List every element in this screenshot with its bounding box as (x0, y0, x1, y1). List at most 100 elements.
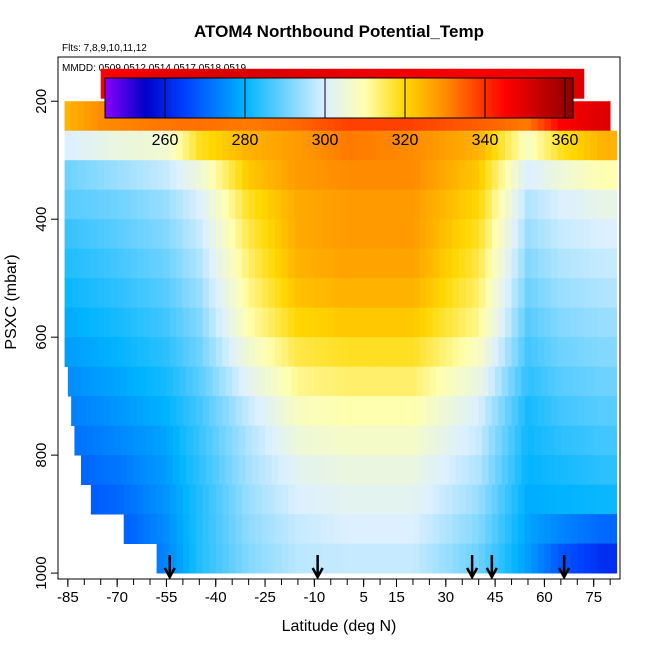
heatmap-cell (399, 514, 407, 545)
heatmap-cell (554, 366, 562, 397)
heatmap-cell (320, 543, 328, 574)
heatmap-cell (182, 484, 190, 515)
heatmap-cell (301, 396, 309, 427)
heatmap-cell (123, 248, 131, 279)
heatmap-cell (64, 189, 72, 220)
heatmap-cell (268, 130, 276, 161)
heatmap-cell (196, 484, 204, 515)
heatmap-cell (97, 278, 105, 309)
heatmap-cell (596, 543, 604, 574)
heatmap-cell (376, 425, 384, 456)
heatmap-cell (163, 307, 171, 338)
heatmap-cell (583, 130, 591, 161)
heatmap-cell (176, 396, 184, 427)
heatmap-cell (248, 130, 256, 161)
heatmap-cell (485, 130, 493, 161)
heatmap-cell (511, 189, 519, 220)
heatmap-cell (472, 189, 480, 220)
heatmap-cell (360, 130, 368, 161)
heatmap-cell (117, 160, 125, 191)
heatmap-cell (393, 543, 401, 574)
heatmap-cell (583, 248, 591, 279)
heatmap-cell (596, 219, 604, 250)
heatmap-cell (366, 278, 374, 309)
heatmap-cell (334, 396, 342, 427)
heatmap-cell (491, 278, 499, 309)
heatmap-cell (587, 455, 595, 486)
heatmap-cell (590, 101, 598, 132)
heatmap-cell (288, 278, 296, 309)
heatmap-cell (419, 278, 427, 309)
heatmap-cell (71, 189, 79, 220)
heatmap-cell (123, 337, 131, 368)
heatmap-cell (544, 337, 552, 368)
heatmap-cell (97, 337, 105, 368)
heatmap-cell (488, 455, 496, 486)
heatmap-cell (288, 543, 296, 574)
heatmap-cell (481, 366, 489, 397)
heatmap-cell (255, 484, 263, 515)
heatmap-cell (90, 130, 98, 161)
heatmap-cell (130, 484, 138, 515)
heatmap-cell (248, 337, 256, 368)
heatmap-cell (380, 219, 388, 250)
heatmap-cell (550, 130, 558, 161)
heatmap-cell (504, 337, 512, 368)
x-tick-label: 5 (359, 589, 367, 606)
heatmap-cell (557, 189, 565, 220)
heatmap-cell (235, 278, 243, 309)
heatmap-cell (462, 455, 470, 486)
heatmap-cell (117, 219, 125, 250)
heatmap-cell (110, 248, 118, 279)
heatmap-cell (426, 396, 434, 427)
heatmap-cell (143, 160, 151, 191)
heatmap-cell (409, 425, 417, 456)
heatmap-cell (228, 484, 236, 515)
heatmap-cell (320, 130, 328, 161)
heatmap-cell (130, 307, 138, 338)
heatmap-cell (524, 160, 532, 191)
heatmap-cell (570, 337, 578, 368)
heatmap-cell (577, 160, 585, 191)
heatmap-cell (396, 425, 404, 456)
heatmap-cell (504, 278, 512, 309)
heatmap-cell (222, 160, 230, 191)
heatmap-cell (117, 248, 125, 279)
heatmap-cell (320, 189, 328, 220)
heatmap-cell (127, 366, 134, 397)
heatmap-cell (442, 455, 450, 486)
profile-arrow (466, 555, 479, 580)
heatmap-cell (113, 455, 121, 486)
heatmap-cell (120, 425, 128, 456)
heatmap-cell (504, 160, 512, 191)
heatmap-cell (350, 425, 358, 456)
heatmap-cell (353, 130, 361, 161)
heatmap-cell (412, 484, 420, 515)
heatmap-cell (71, 219, 79, 250)
heatmap-cell (123, 514, 131, 545)
heatmap-cell (189, 189, 197, 220)
heatmap-cell (462, 425, 470, 456)
heatmap-cell (426, 484, 434, 515)
heatmap-cell (228, 543, 236, 574)
heatmap-cell (475, 425, 483, 456)
heatmap-cell (64, 248, 72, 279)
heatmap-cell (347, 248, 355, 279)
heatmap-cell (590, 484, 598, 515)
heatmap-cell (577, 101, 585, 132)
heatmap-cell (445, 160, 453, 191)
heatmap-cell (143, 307, 151, 338)
heatmap-cell (432, 543, 440, 574)
heatmap-cell (228, 337, 236, 368)
heatmap-cell (370, 425, 378, 456)
heatmap-cell (104, 130, 111, 161)
heatmap-cell (544, 219, 552, 250)
heatmap-cell (399, 189, 407, 220)
heatmap-cell (491, 396, 499, 427)
heatmap-cell (136, 248, 144, 279)
heatmap-cell (307, 396, 315, 427)
heatmap-cell (274, 130, 282, 161)
heatmap-cell (478, 543, 486, 574)
heatmap-cell (242, 248, 250, 279)
heatmap-cell (320, 278, 328, 309)
